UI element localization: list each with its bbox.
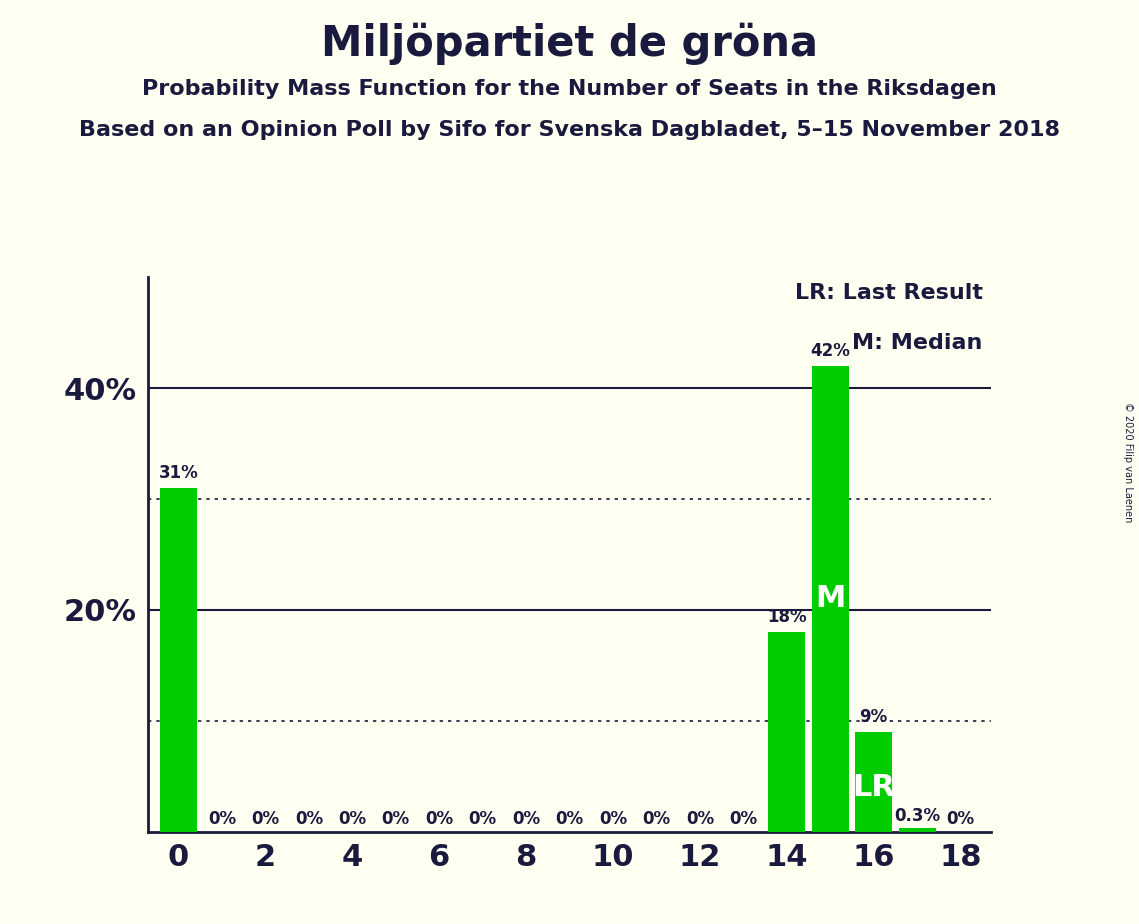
Text: 0%: 0% [295,810,322,828]
Text: 18%: 18% [767,609,806,626]
Text: 0%: 0% [729,810,757,828]
Bar [855,732,892,832]
Text: Miljöpartiet de gröna: Miljöpartiet de gröna [321,23,818,66]
Bar [159,488,197,832]
Text: 0%: 0% [686,810,714,828]
Text: 9%: 9% [860,709,887,726]
Bar [812,366,849,832]
Text: 0%: 0% [513,810,540,828]
Text: 0%: 0% [599,810,626,828]
Text: 0%: 0% [338,810,367,828]
Text: Probability Mass Function for the Number of Seats in the Riksdagen: Probability Mass Function for the Number… [142,79,997,99]
Bar [899,828,935,832]
Text: Based on an Opinion Poll by Sifo for Svenska Dagbladet, 5–15 November 2018: Based on an Opinion Poll by Sifo for Sve… [79,120,1060,140]
Text: M: Median: M: Median [852,333,983,353]
Text: © 2020 Filip van Laenen: © 2020 Filip van Laenen [1123,402,1133,522]
Text: 31%: 31% [158,465,198,482]
Text: 0.3%: 0.3% [894,807,940,825]
Text: 0%: 0% [207,810,236,828]
Text: 0%: 0% [382,810,410,828]
Text: M: M [816,584,845,614]
Text: LR: LR [852,772,895,802]
Text: 0%: 0% [425,810,453,828]
Bar [769,632,805,832]
Text: 0%: 0% [642,810,671,828]
Text: LR: Last Result: LR: Last Result [795,283,983,303]
Text: 0%: 0% [252,810,279,828]
Text: 0%: 0% [468,810,497,828]
Text: 42%: 42% [810,343,850,360]
Text: 0%: 0% [947,810,975,828]
Text: 0%: 0% [556,810,583,828]
